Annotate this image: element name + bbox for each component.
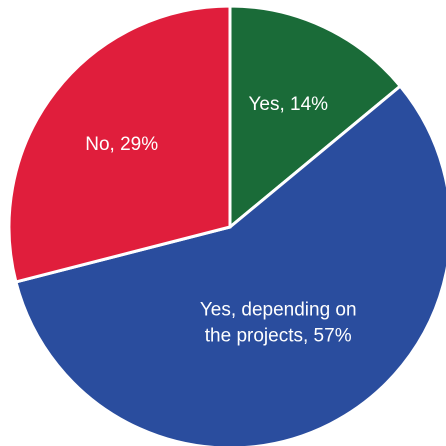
pie-slice-label-line: No, 29% (85, 134, 158, 155)
pie-slice-label-line: Yes, 14% (249, 94, 329, 115)
pie-slices (7, 4, 446, 446)
pie-slice-label-line: the projects, 57% (205, 326, 352, 347)
pie-slice-0 (228, 4, 403, 231)
pie-slice-1 (14, 84, 446, 446)
pie-slice-label-1: Yes, depending on the projects, 57% (200, 300, 357, 347)
pie-slice-2 (7, 4, 232, 284)
pie-slice-label-0: Yes, 14% (249, 94, 329, 115)
pie-labels: Yes, 14% Yes, depending on the projects, 5… (85, 94, 356, 347)
pie-slice-label-line: Yes, depending on (200, 300, 357, 321)
pie-slice-label-2: No, 29% (85, 134, 158, 155)
